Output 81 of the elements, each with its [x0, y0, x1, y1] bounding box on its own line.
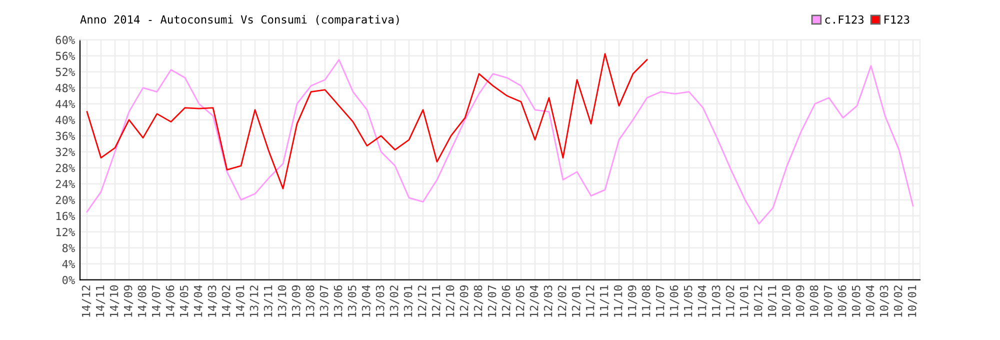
y-tick-label: 32% [56, 148, 75, 156]
x-tick-label: 14/09 [124, 285, 134, 317]
x-tick-label: 12/09 [460, 285, 470, 317]
x-tick-label: 10/04 [866, 285, 876, 317]
y-tick-label: 8% [62, 244, 75, 252]
x-tick-label: 13/08 [306, 285, 316, 317]
x-tick-label: 11/10 [614, 285, 624, 317]
x-tick-label: 14/04 [194, 285, 204, 317]
x-tick-label: 10/03 [880, 286, 890, 317]
chart-title: Anno 2014 - Autoconsumi Vs Consumi (comparativa) [80, 15, 399, 26]
line-series [86, 59, 914, 225]
x-tick-label: 11/09 [628, 285, 638, 317]
x-tick-label: 11/01 [740, 285, 750, 317]
y-tick-label: 0% [62, 276, 75, 284]
x-tick-label: 12/02 [558, 286, 568, 317]
x-tick-label: 10/09 [796, 285, 806, 317]
x-tick-label: 11/06 [670, 285, 680, 317]
y-tick-label: 20% [56, 196, 75, 204]
line-series [86, 53, 648, 190]
x-tick-label: 12/01 [572, 285, 582, 317]
y-tick-label: 24% [56, 180, 75, 188]
x-tick-label: 14/07 [152, 286, 162, 317]
y-tick-label: 28% [56, 164, 75, 172]
x-tick-label: 10/02 [894, 286, 904, 317]
y-tick-label: 44% [56, 100, 75, 108]
x-tick-label: 12/11 [432, 285, 442, 317]
x-tick-label: 12/03 [544, 286, 554, 317]
x-tick-label: 14/05 [180, 286, 190, 317]
x-tick-label: 13/03 [376, 286, 386, 317]
x-tick-label: 12/12 [418, 286, 428, 317]
x-tick-label: 13/11 [264, 285, 274, 317]
y-tick-label: 36% [56, 132, 75, 140]
x-tick-label: 13/02 [390, 286, 400, 317]
x-tick-label: 12/07 [488, 286, 498, 317]
y-tick-label: 48% [56, 84, 75, 92]
x-tick-label: 11/02 [726, 286, 736, 317]
x-tick-label: 10/11 [768, 285, 778, 317]
x-tick-label: 14/11 [96, 285, 106, 317]
x-tick-label: 14/02 [222, 286, 232, 317]
x-tick-label: 13/01 [404, 285, 414, 317]
x-tick-label: 12/04 [530, 285, 540, 317]
x-tick-label: 14/10 [110, 285, 120, 317]
y-tick-label: 12% [56, 228, 75, 236]
x-tick-label: 13/07 [320, 286, 330, 317]
y-tick-label: 40% [56, 116, 75, 124]
x-tick-label: 10/12 [754, 286, 764, 317]
x-tick-label: 14/12 [82, 286, 92, 317]
x-tick-label: 14/01 [236, 285, 246, 317]
y-tick-label: 56% [56, 52, 75, 60]
y-tick-label: 4% [62, 260, 75, 268]
x-tick-label: 14/06 [166, 285, 176, 317]
x-tick-label: 13/12 [250, 286, 260, 317]
legend-label: F123 [884, 15, 910, 24]
x-tick-label: 14/08 [138, 285, 148, 317]
x-tick-label: 10/06 [838, 285, 848, 317]
x-tick-label: 14/03 [208, 286, 218, 317]
y-tick-label: 52% [56, 68, 75, 76]
x-tick-label: 10/05 [852, 286, 862, 317]
x-tick-label: 11/12 [586, 286, 596, 317]
x-tick-label: 10/01 [908, 285, 918, 317]
x-tick-label: 13/04 [362, 285, 372, 317]
legend-label: c.F123 [825, 15, 864, 24]
x-tick-label: 11/11 [600, 285, 610, 317]
x-tick-label: 12/08 [474, 285, 484, 317]
x-tick-label: 12/06 [502, 285, 512, 317]
x-tick-label: 12/10 [446, 285, 456, 317]
y-tick-label: 60% [56, 36, 75, 44]
x-tick-label: 10/08 [810, 285, 820, 317]
x-tick-label: 13/10 [278, 285, 288, 317]
x-tick-label: 11/03 [712, 286, 722, 317]
x-tick-label: 11/04 [698, 285, 708, 317]
x-tick-label: 12/05 [516, 286, 526, 317]
x-tick-label: 11/05 [684, 286, 694, 317]
x-tick-label: 11/07 [656, 286, 666, 317]
x-tick-label: 13/09 [292, 285, 302, 317]
x-tick-label: 13/05 [348, 286, 358, 317]
x-tick-label: 13/06 [334, 285, 344, 317]
y-tick-label: 16% [56, 212, 75, 220]
x-tick-label: 10/07 [824, 286, 834, 317]
x-tick-label: 10/10 [782, 285, 792, 317]
x-tick-label: 11/08 [642, 285, 652, 317]
